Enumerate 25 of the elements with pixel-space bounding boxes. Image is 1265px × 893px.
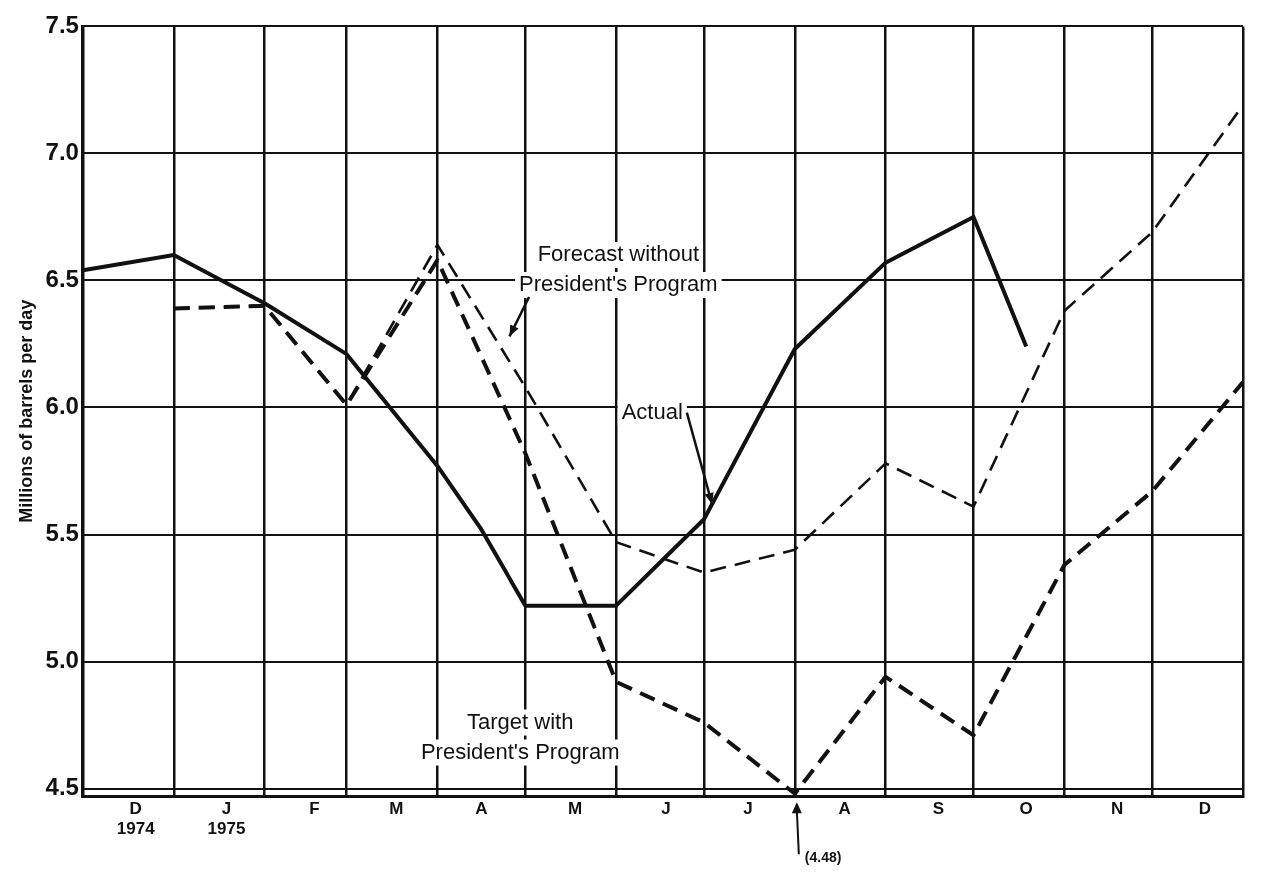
x-tick-label: M: [389, 799, 404, 819]
x-tick-label: S: [932, 799, 945, 819]
y-tick-label: 4.5: [45, 773, 79, 801]
x-tick-label: J 1975: [207, 799, 246, 839]
series-label: Forecast without President's Program: [519, 241, 718, 297]
text: Actual: [621, 398, 683, 424]
text: (4.48): [804, 849, 842, 866]
x-tick-label: D 1974: [116, 799, 156, 839]
x-tick-label: M: [568, 799, 583, 819]
x-tick-label: N: [1110, 799, 1124, 819]
y-tick-label: 5.5: [45, 519, 79, 547]
x-tick-label: F: [309, 799, 320, 819]
x-tick-label: O: [1019, 799, 1033, 819]
x-tick-label: J: [743, 799, 753, 819]
x-tick-label: J: [661, 799, 671, 819]
y-tick-label: 6.0: [45, 392, 79, 420]
x-tick-label: A: [838, 799, 851, 819]
x-tick-label: A: [475, 799, 488, 819]
y-tick-label: 5.0: [45, 646, 79, 674]
series-label: Target with President's Program: [420, 708, 620, 764]
y-axis-title: Millions of barrels per day: [15, 299, 36, 523]
y-tick-label: 6.5: [45, 265, 79, 293]
y-tick-label: 7.5: [45, 11, 79, 39]
y-tick-label: 7.0: [45, 138, 79, 166]
x-tick-label: D: [1198, 799, 1212, 819]
